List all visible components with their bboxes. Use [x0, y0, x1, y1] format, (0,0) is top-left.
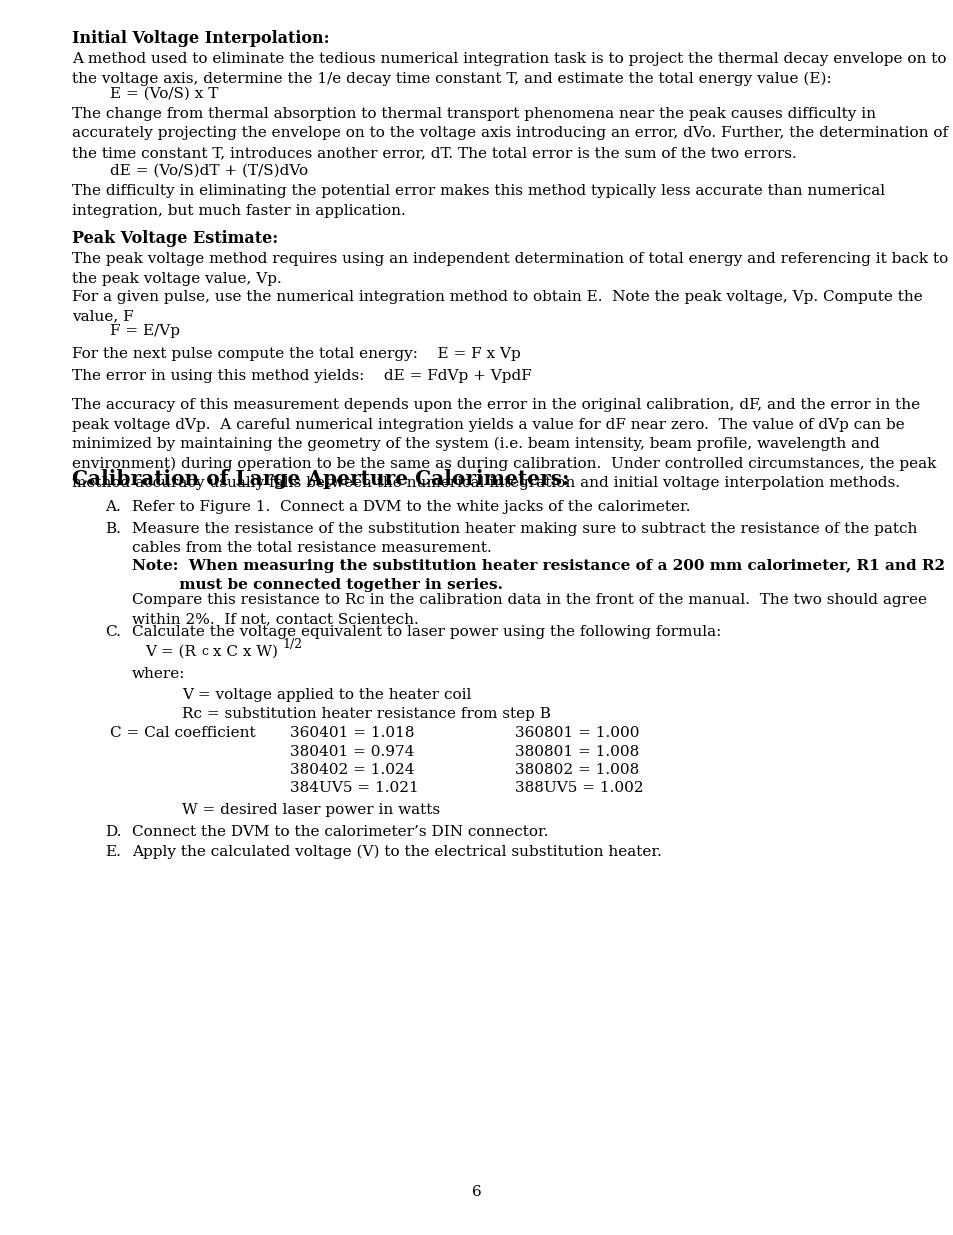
- Text: Calibration of Large Aperture Calorimeters:: Calibration of Large Aperture Calorimete…: [71, 469, 569, 489]
- Text: E = (Vo/S) x T: E = (Vo/S) x T: [110, 86, 218, 101]
- Text: 1/2: 1/2: [282, 638, 302, 651]
- Text: B.: B.: [105, 522, 121, 536]
- Text: F = E/Vp: F = E/Vp: [110, 324, 180, 338]
- Text: Peak Voltage Estimate:: Peak Voltage Estimate:: [71, 230, 278, 247]
- Text: 6: 6: [472, 1186, 481, 1199]
- Text: The difficulty in eliminating the potential error makes this method typically le: The difficulty in eliminating the potent…: [71, 184, 884, 198]
- Text: 384UV5 = 1.021: 384UV5 = 1.021: [290, 782, 418, 795]
- Text: Calculate the voltage equivalent to laser power using the following formula:: Calculate the voltage equivalent to lase…: [132, 625, 720, 638]
- Text: C = Cal coefficient: C = Cal coefficient: [110, 726, 255, 740]
- Text: integration, but much faster in application.: integration, but much faster in applicat…: [71, 204, 405, 217]
- Text: accurately projecting the envelope on to the voltage axis introducing an error, : accurately projecting the envelope on to…: [71, 126, 947, 141]
- Text: the voltage axis, determine the 1/e decay time constant T, and estimate the tota: the voltage axis, determine the 1/e deca…: [71, 72, 831, 86]
- Text: V = (R: V = (R: [145, 645, 195, 659]
- Text: must be connected together in series.: must be connected together in series.: [132, 578, 502, 593]
- Text: For a given pulse, use the numerical integration method to obtain E.  Note the p: For a given pulse, use the numerical int…: [71, 290, 922, 304]
- Text: 360401 = 1.018: 360401 = 1.018: [290, 726, 414, 740]
- Text: C.: C.: [105, 625, 121, 638]
- Text: A method used to eliminate the tedious numerical integration task is to project : A method used to eliminate the tedious n…: [71, 52, 945, 65]
- Text: For the next pulse compute the total energy:    E = F x Vp: For the next pulse compute the total ene…: [71, 347, 520, 361]
- Text: The change from thermal absorption to thermal transport phenomena near the peak : The change from thermal absorption to th…: [71, 107, 875, 121]
- Text: The error in using this method yields:    dE = FdVp + VpdF: The error in using this method yields: d…: [71, 369, 531, 383]
- Text: W = desired laser power in watts: W = desired laser power in watts: [182, 803, 439, 818]
- Text: dE = (Vo/S)dT + (T/S)dVo: dE = (Vo/S)dT + (T/S)dVo: [110, 164, 308, 178]
- Text: method accuracy usually falls between the numerical integration and initial volt: method accuracy usually falls between th…: [71, 475, 899, 490]
- Text: 388UV5 = 1.002: 388UV5 = 1.002: [515, 782, 643, 795]
- Text: 380401 = 0.974: 380401 = 0.974: [290, 745, 414, 758]
- Text: where:: where:: [132, 667, 185, 680]
- Text: Rc = substitution heater resistance from step B: Rc = substitution heater resistance from…: [182, 706, 550, 721]
- Text: the peak voltage value, Vp.: the peak voltage value, Vp.: [71, 272, 281, 285]
- Text: c: c: [201, 645, 209, 658]
- Text: A.: A.: [105, 500, 121, 514]
- Text: 380402 = 1.024: 380402 = 1.024: [290, 763, 414, 777]
- Text: Measure the resistance of the substitution heater making sure to subtract the re: Measure the resistance of the substituti…: [132, 522, 917, 536]
- Text: Refer to Figure 1.  Connect a DVM to the white jacks of the calorimeter.: Refer to Figure 1. Connect a DVM to the …: [132, 500, 690, 514]
- Text: 380801 = 1.008: 380801 = 1.008: [515, 745, 639, 758]
- Text: minimized by maintaining the geometry of the system (i.e. beam intensity, beam p: minimized by maintaining the geometry of…: [71, 437, 879, 451]
- Text: The accuracy of this measurement depends upon the error in the original calibrat: The accuracy of this measurement depends…: [71, 398, 919, 412]
- Text: Apply the calculated voltage (V) to the electrical substitution heater.: Apply the calculated voltage (V) to the …: [132, 845, 661, 860]
- Text: V = voltage applied to the heater coil: V = voltage applied to the heater coil: [182, 688, 471, 701]
- Text: peak voltage dVp.  A careful numerical integration yields a value for dF near ze: peak voltage dVp. A careful numerical in…: [71, 417, 903, 431]
- Text: Connect the DVM to the calorimeter’s DIN connector.: Connect the DVM to the calorimeter’s DIN…: [132, 825, 548, 839]
- Text: the time constant T, introduces another error, dT. The total error is the sum of: the time constant T, introduces another …: [71, 146, 796, 161]
- Text: Note:  When measuring the substitution heater resistance of a 200 mm calorimeter: Note: When measuring the substitution he…: [132, 559, 944, 573]
- Text: cables from the total resistance measurement.: cables from the total resistance measure…: [132, 541, 491, 556]
- Text: Compare this resistance to Rc in the calibration data in the front of the manual: Compare this resistance to Rc in the cal…: [132, 593, 926, 606]
- Text: value, F: value, F: [71, 310, 133, 324]
- Text: 380802 = 1.008: 380802 = 1.008: [515, 763, 639, 777]
- Text: Initial Voltage Interpolation:: Initial Voltage Interpolation:: [71, 30, 330, 47]
- Text: 360801 = 1.000: 360801 = 1.000: [515, 726, 639, 740]
- Text: within 2%.  If not, contact Scientech.: within 2%. If not, contact Scientech.: [132, 613, 418, 626]
- Text: D.: D.: [105, 825, 121, 839]
- Text: The peak voltage method requires using an independent determination of total ene: The peak voltage method requires using a…: [71, 252, 947, 266]
- Text: environment) during operation to be the same as during calibration.  Under contr: environment) during operation to be the …: [71, 457, 936, 471]
- Text: E.: E.: [105, 845, 121, 860]
- Text: x C x W): x C x W): [209, 645, 278, 659]
